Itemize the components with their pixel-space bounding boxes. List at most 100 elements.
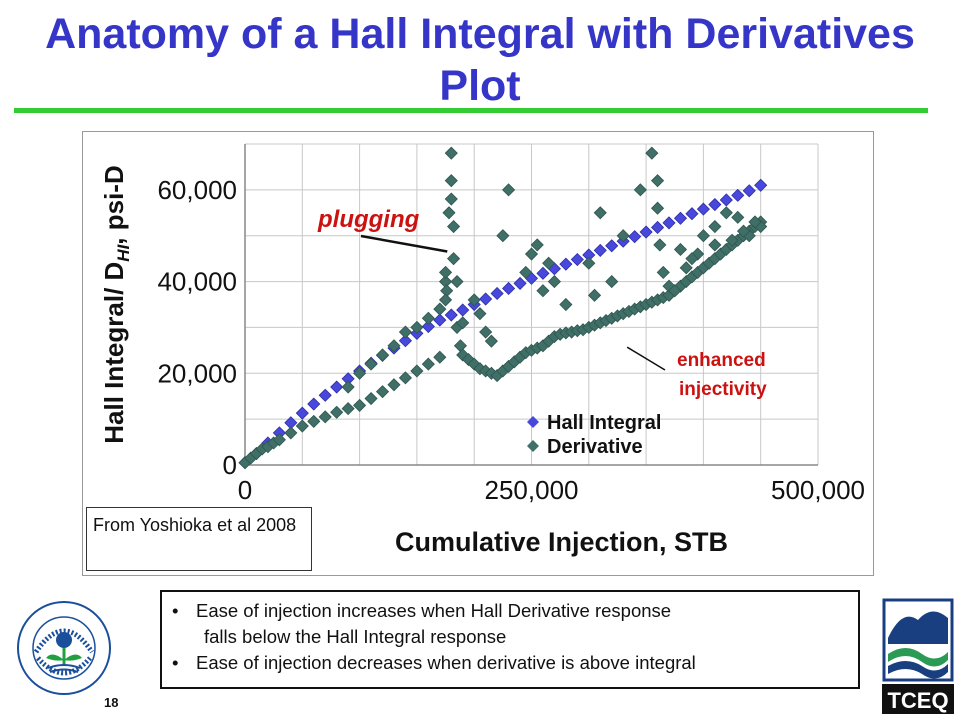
hall-integral-chart: 0 20,000 40,000 60,000 0 250,000 500,000 plugg…	[99, 143, 865, 557]
derivative-point	[708, 219, 722, 234]
legend-label: Derivative	[547, 436, 643, 458]
hall-integral-point	[628, 230, 642, 244]
page-number: 18	[104, 695, 119, 710]
bullet-2: • Ease of injection decreases when deriva…	[172, 650, 848, 676]
title-underline	[14, 108, 928, 113]
y-axis-label: Hall Integral/ DHI, psi-D	[99, 165, 133, 444]
chart-annotations: plugging enhanced injectivity	[317, 206, 767, 400]
derivative-point	[736, 224, 751, 238]
bullet-marker: •	[172, 600, 179, 621]
derivative-point	[719, 206, 733, 220]
hall-integral-point	[673, 211, 688, 225]
y-axis-label-tail: , psi-D	[99, 165, 129, 244]
hall-integral-point	[307, 397, 321, 411]
derivative-point	[307, 414, 321, 429]
derivative-point	[582, 256, 596, 270]
injectivity-annotation: injectivity	[679, 379, 767, 400]
derivative-point	[272, 433, 286, 447]
hall-integral-point	[456, 303, 470, 317]
hall-integral-point	[479, 292, 493, 306]
x-tick-label: 500,000	[771, 475, 865, 505]
plugging-annotation: plugging	[317, 206, 420, 233]
derivative-point	[353, 366, 367, 380]
hall-integral-point	[593, 243, 607, 257]
derivative-point	[398, 371, 413, 385]
y-tick-label: 60,000	[157, 175, 237, 205]
derivative-point	[410, 364, 424, 378]
chart-axis-labels: Cumulative Injection, STB Hall Integral/ …	[99, 165, 728, 557]
derivative-point	[364, 391, 378, 406]
derivative-point	[450, 275, 464, 289]
hall-integral-point	[490, 286, 504, 301]
hall-integral-point	[421, 319, 435, 334]
derivative-point	[444, 174, 458, 188]
derivative-point	[547, 275, 561, 289]
enhanced-annotation: enhanced	[677, 350, 766, 371]
derivative-point	[456, 316, 470, 330]
derivative-point	[559, 297, 573, 312]
bullet-2-text: Ease of injection decreases when derivat…	[196, 652, 696, 673]
derivative-point	[341, 380, 355, 394]
svg-text:TCEQ: TCEQ	[887, 688, 948, 713]
derivative-point	[438, 265, 453, 279]
tceq-logo: TCEQ	[882, 598, 954, 714]
legend-marker	[527, 440, 539, 452]
chart-tick-labels: 0 20,000 40,000 60,000 0 250,000 500,000	[157, 175, 865, 505]
hall-integral-point	[742, 184, 756, 198]
derivative-point	[387, 339, 401, 353]
bullet-1-continuation: falls below the Hall Integral response	[204, 626, 507, 647]
hall-integral-point	[685, 207, 699, 221]
derivative-point	[673, 242, 688, 257]
hall-integral-point	[650, 220, 665, 235]
y-axis-label-main: Hall Integral/ D	[99, 262, 129, 444]
derivative-point	[605, 275, 619, 289]
hall-integral-point	[433, 313, 447, 327]
derivative-point	[398, 325, 413, 339]
derivative-point	[387, 378, 401, 392]
hall-integral-point	[605, 239, 619, 253]
derivative-point	[496, 229, 510, 243]
derivative-point	[318, 410, 332, 424]
derivative-point	[593, 206, 607, 220]
y-axis-label-subscript: HI	[114, 243, 133, 261]
hall-integral-point	[502, 281, 516, 296]
derivative-point	[447, 219, 461, 234]
hall-integral-point	[330, 380, 344, 394]
legend-label: Hall Integral	[547, 412, 661, 434]
derivative-point	[656, 265, 670, 279]
derivative-point	[442, 206, 456, 220]
derivative-point	[530, 238, 544, 252]
bullet-marker: •	[172, 652, 179, 673]
derivative-point	[433, 350, 447, 364]
derivative-point	[725, 233, 739, 247]
derivative-point	[696, 229, 710, 243]
derivative-point	[645, 146, 659, 160]
derivative-point	[748, 215, 762, 229]
derivative-point	[685, 252, 699, 266]
derivative-point	[453, 339, 468, 353]
hall-integral-point	[513, 276, 527, 290]
derivative-point	[679, 261, 693, 275]
hall-integral-point	[754, 178, 768, 192]
hall-integral-point	[295, 406, 309, 420]
derivative-point	[524, 247, 539, 261]
chart-series	[238, 146, 768, 470]
derivative-point	[668, 284, 682, 298]
hall-integral-point	[731, 188, 745, 202]
derivative-point	[284, 426, 298, 440]
derivative-point	[444, 192, 458, 206]
x-tick-label: 250,000	[485, 475, 579, 505]
y-tick-label: 40,000	[157, 267, 237, 297]
hall-integral-point	[708, 197, 722, 212]
hall-integral-point	[570, 252, 584, 267]
hall-integral-point	[662, 216, 676, 230]
derivative-point	[364, 357, 378, 371]
derivative-point	[295, 419, 309, 433]
derivative-point	[536, 284, 550, 298]
derivative-point	[502, 183, 516, 197]
derivative-point	[447, 252, 461, 266]
enhanced-injectivity-arrow	[626, 346, 666, 371]
derivative-point	[410, 320, 424, 334]
derivative-point	[650, 201, 665, 215]
